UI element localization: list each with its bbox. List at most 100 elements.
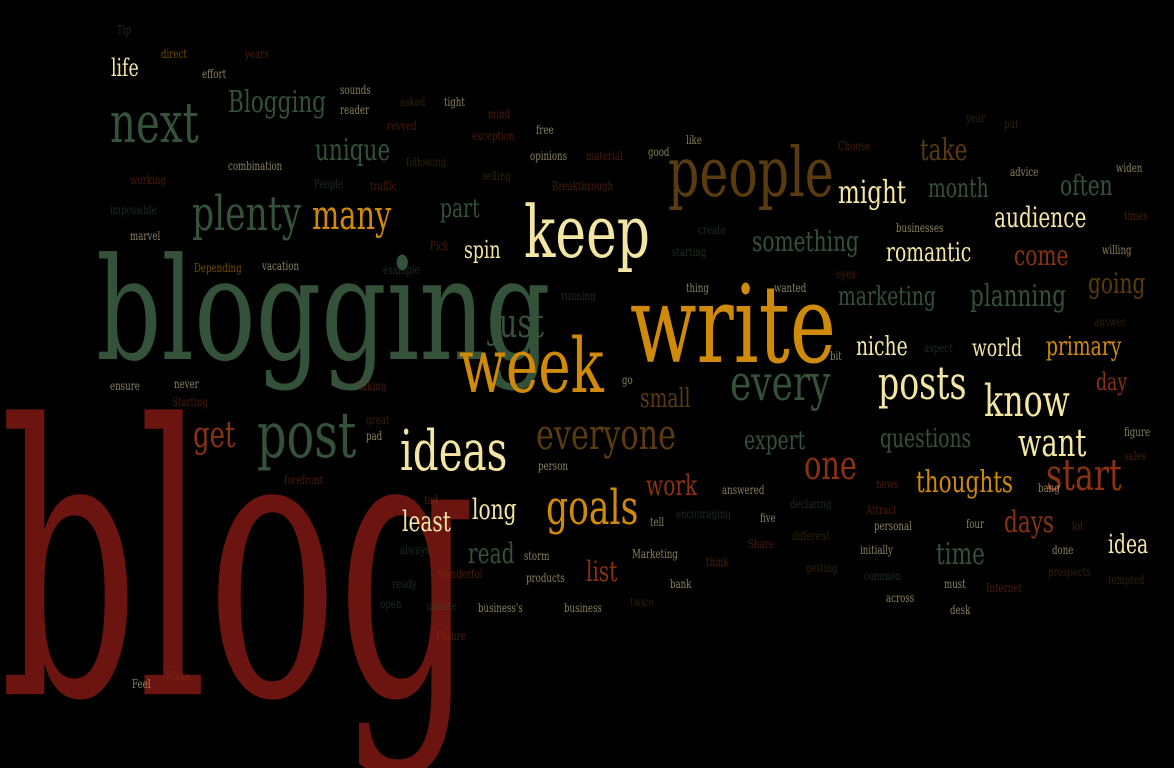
word-breakthrough: Breakthrough (552, 179, 614, 193)
word-pad: pad (366, 429, 383, 443)
word-romantic: romantic (886, 238, 972, 268)
word-across: across (886, 591, 915, 605)
word-tight: tight (444, 95, 465, 109)
word-products: products (526, 571, 565, 585)
word-know: know (984, 376, 1070, 427)
word-niche: niche (856, 332, 908, 362)
word-ensure: ensure (110, 379, 140, 393)
word-create: create (698, 223, 726, 237)
word-want: want (1018, 421, 1087, 465)
word-go: go (622, 373, 633, 387)
word-eyes: eyes (836, 267, 856, 281)
word-one: one (804, 443, 857, 489)
word-idea: idea (1108, 530, 1149, 560)
word-effort: effort (202, 67, 227, 81)
word-bank: bank (670, 577, 692, 591)
word-blogging: blogging (96, 228, 551, 393)
word-example: example (383, 263, 420, 277)
word-forefront: forefront (284, 473, 324, 487)
word-reader: reader (340, 103, 370, 117)
word-lot: lot (1072, 519, 1084, 533)
word-marketing: marketing (838, 282, 936, 312)
word-different: different (792, 529, 830, 543)
word-vacation: vacation (262, 259, 300, 273)
word-year: year (966, 111, 986, 125)
word-prospects: prospects (1048, 565, 1091, 579)
word-talking: talking (356, 379, 387, 393)
word-sales: sales (1124, 449, 1146, 463)
word-sounds: sounds (340, 83, 371, 97)
word-figure: figure (1124, 425, 1151, 439)
word-four: four (966, 517, 985, 531)
word-five: five (760, 511, 776, 525)
word-starting: Starting (172, 395, 209, 409)
word-good: good (648, 145, 670, 159)
word-marketing: Marketing (632, 547, 678, 561)
word-encouraging: encouraging (676, 507, 731, 521)
word-world: world (972, 334, 1023, 362)
word-week: week (459, 321, 604, 410)
word-list: list (586, 555, 618, 588)
word-make: Make (166, 669, 191, 683)
word-tip: Tip (117, 23, 132, 37)
word-twice: twice (630, 595, 654, 609)
word-widen: widen (1116, 161, 1143, 175)
word-getting: getting (806, 561, 838, 575)
word-bit: bit (830, 349, 842, 363)
word-direct: direct (161, 47, 187, 61)
word-opinions: opinions (530, 149, 568, 163)
word-answered: answered (722, 483, 765, 497)
word-running: running (561, 289, 596, 303)
word-planning: planning (970, 279, 1067, 314)
word-feel: Feel (132, 677, 151, 691)
word-goals: goals (546, 480, 639, 536)
word-keep: keep (524, 190, 650, 274)
word-depending: Depending (194, 261, 242, 275)
word-pick: Pick (430, 239, 449, 253)
word-audience: audience (994, 201, 1087, 234)
word-think: think (706, 555, 729, 569)
word-least: least (402, 505, 451, 538)
word-news: news (876, 477, 899, 491)
word-working: working (130, 173, 166, 187)
word-business: business (564, 601, 602, 615)
word-start: start (1046, 450, 1122, 501)
word-aspect: aspect (924, 341, 953, 355)
word-write: write (630, 263, 836, 388)
word-tad: tad (424, 493, 439, 507)
word-storm: storm (524, 549, 550, 563)
word-expert: expert (744, 426, 806, 456)
word-next: next (110, 91, 199, 156)
word-choose: Choose (838, 139, 871, 153)
word-just: just (490, 301, 544, 347)
word-put: put (1004, 117, 1019, 131)
word-combination: combination (228, 159, 283, 173)
word-get: get (193, 415, 236, 456)
word-unique: unique (315, 133, 391, 168)
word-share: Share (748, 537, 774, 551)
word-thoughts: thoughts (916, 465, 1014, 500)
word-revved: revved (387, 119, 417, 133)
word-read: read (468, 537, 515, 570)
word-spin: spin (464, 236, 501, 264)
word-willing: willing (1102, 243, 1132, 257)
word-answer: answer (1094, 315, 1126, 329)
word-person: person (538, 459, 568, 473)
word-people: people (668, 134, 834, 213)
word-everyone: everyone (536, 410, 676, 459)
word-day: day (1096, 368, 1128, 396)
word-marvel: marvel (130, 229, 161, 243)
word-often: often (1060, 169, 1113, 202)
word-going: going (1088, 267, 1146, 300)
word-asked: asked (400, 95, 426, 109)
word-attract: Attract (866, 503, 897, 517)
word-following: following (406, 155, 447, 169)
word-advice: advice (1010, 165, 1039, 179)
word-something: something (752, 225, 859, 258)
word-blogging: Blogging (228, 85, 327, 120)
word-starting: starting (672, 245, 707, 259)
word-days: days (1004, 505, 1054, 540)
word-plenty: plenty (192, 186, 302, 242)
word-great: great (366, 413, 390, 427)
